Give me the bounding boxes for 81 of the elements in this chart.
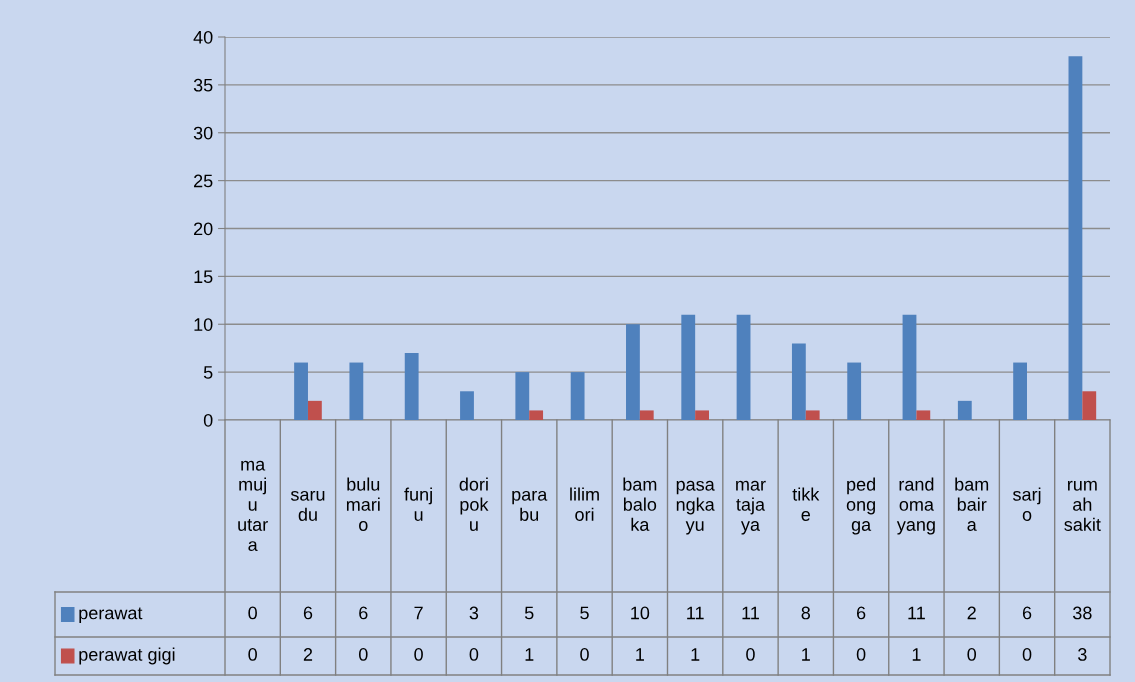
- data-label: 0: [358, 648, 368, 661]
- x-tick-label: ma muj u utar a: [238, 460, 268, 552]
- x-tick-label: bulu mari o: [346, 477, 380, 531]
- data-label: 0: [856, 648, 866, 661]
- x-tick-label: funj u: [404, 487, 432, 521]
- x-tick-label: sarj o: [1012, 487, 1041, 521]
- data-label: 0: [967, 648, 977, 661]
- y-tick-label: 15: [194, 270, 213, 284]
- data-label: 2: [967, 606, 976, 620]
- x-tick-label: dori pok u: [459, 477, 489, 531]
- bar: [307, 400, 322, 420]
- y-tick-label: 5: [203, 366, 213, 379]
- x-tick-label: para bu: [512, 490, 548, 521]
- x-tick-label: bam bair a: [955, 477, 989, 531]
- data-label: 1: [691, 648, 700, 661]
- data-label: 6: [303, 606, 313, 620]
- data-label: 6: [1022, 606, 1032, 620]
- bar: [570, 372, 585, 420]
- data-label: 0: [746, 648, 755, 661]
- y-tick-label: 30: [193, 126, 213, 140]
- data-label: 7: [414, 606, 423, 620]
- bar: [695, 410, 709, 420]
- x-tick-label: rum ah sakit: [1064, 480, 1101, 531]
- y-tick-label: 10: [194, 318, 213, 331]
- y-tick-label: 35: [193, 78, 213, 92]
- bar: [791, 343, 806, 420]
- y-tick-label: 0: [203, 413, 213, 427]
- data-label: 1: [912, 648, 921, 661]
- data-label: 38: [1072, 606, 1092, 620]
- data-label: 0: [248, 606, 257, 620]
- x-tick-label: mar taja ya: [736, 480, 766, 535]
- bar: [515, 372, 530, 420]
- x-tick-label: bam balo ka: [623, 477, 657, 531]
- data-label: 11: [908, 606, 925, 620]
- legend-label: perawat: [79, 607, 143, 623]
- data-label: 5: [524, 606, 534, 620]
- data-label: 2: [303, 648, 313, 661]
- data-label: 8: [801, 606, 811, 620]
- data-label: 6: [359, 606, 368, 620]
- y-tick-label: 20: [194, 222, 213, 236]
- data-label: 1: [636, 648, 644, 661]
- data-label: 3: [469, 606, 479, 620]
- y-tick-label: 40: [193, 30, 213, 44]
- bar: [1068, 56, 1083, 420]
- data-label: 0: [580, 648, 589, 661]
- x-tick-label: rand oma yang: [896, 477, 935, 535]
- bar: [404, 352, 419, 420]
- bar: [639, 410, 654, 420]
- x-tick-label: pasa ngka yu: [676, 480, 715, 535]
- bar: [529, 410, 544, 420]
- data-label: 1: [802, 648, 810, 661]
- x-tick-label: ped ong ga: [846, 477, 875, 535]
- data-label: 0: [469, 648, 479, 661]
- data-label: 11: [742, 606, 759, 620]
- data-label: 0: [248, 648, 257, 661]
- x-tick-label: saru du: [290, 490, 325, 521]
- bar: [916, 410, 931, 420]
- x-tick-label: tikk e: [792, 487, 820, 521]
- data-label: 0: [1022, 648, 1032, 661]
- data-label: 6: [856, 606, 866, 620]
- bar: [805, 410, 820, 420]
- legend-label: perawat gigi: [79, 647, 175, 665]
- bar: [736, 314, 751, 420]
- data-label: 0: [414, 648, 423, 661]
- data-label: 3: [1078, 648, 1087, 661]
- bar: [681, 314, 696, 420]
- bar: [349, 362, 364, 420]
- bar: [1013, 362, 1028, 420]
- bar: [957, 400, 972, 420]
- bar: [847, 362, 862, 420]
- data-label: 1: [525, 648, 534, 661]
- bar: [1082, 391, 1097, 420]
- data-label: 10: [631, 606, 650, 620]
- bar: [902, 314, 917, 420]
- x-tick-label: lilim ori: [570, 487, 599, 521]
- bar: [626, 324, 640, 420]
- bar: [460, 391, 474, 420]
- data-label: 5: [580, 606, 589, 620]
- y-tick-label: 25: [194, 174, 213, 188]
- data-label: 11: [687, 606, 704, 620]
- bar: [294, 362, 308, 420]
